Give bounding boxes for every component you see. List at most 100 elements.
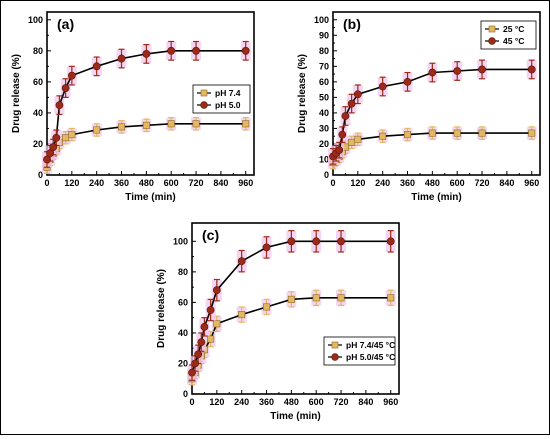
y-axis-label: Drug release (%)	[297, 54, 308, 133]
data-point	[312, 294, 320, 302]
legend-label: pH 7.4/45 °C	[346, 340, 395, 350]
data-point	[262, 243, 271, 252]
data-point	[192, 46, 200, 55]
legend: pH 7.4/45 °C pH 5.0/45 °C	[323, 336, 396, 366]
legend-label: pH 7.4	[215, 88, 241, 98]
data-point	[353, 90, 362, 99]
data-point	[93, 126, 101, 134]
panel-label: (c)	[202, 227, 219, 243]
data-point	[428, 68, 437, 77]
y-tick-label: 20	[319, 139, 329, 149]
y-tick-label: 90	[319, 30, 329, 40]
plot-frame	[332, 11, 541, 176]
y-tick-label: 40	[319, 108, 329, 118]
y-tick-label: 40	[33, 108, 43, 118]
plot-frame	[191, 222, 400, 395]
chart-panel-2: 0 120 240 360 480 600 720 840 960 0 20 40 60 80 100 Tim…	[156, 222, 400, 422]
data-point	[387, 294, 395, 302]
y-tick-label: 100	[28, 15, 43, 25]
data-point	[478, 129, 486, 137]
x-tick-label: 840	[499, 178, 514, 188]
legend-marker	[200, 101, 208, 109]
panel-label: (a)	[57, 16, 74, 32]
data-point	[287, 237, 296, 246]
series-1	[42, 40, 251, 168]
y-tick-label: 0	[183, 389, 188, 399]
data-point	[238, 311, 246, 319]
legend-marker	[488, 37, 496, 45]
data-point	[55, 101, 64, 110]
data-point	[167, 120, 175, 128]
data-point	[206, 306, 215, 314]
series-0	[328, 126, 537, 170]
x-tick-label: 840	[213, 178, 228, 188]
y-tick-label: 10	[319, 154, 329, 164]
y-tick-label: 20	[178, 358, 188, 368]
data-point	[337, 294, 345, 302]
y-tick-label: 70	[319, 61, 329, 71]
x-tick-label: 600	[450, 178, 465, 188]
panel-label: (b)	[343, 16, 361, 32]
x-axis-label: Time (min)	[125, 192, 175, 203]
data-point	[348, 138, 356, 146]
data-point	[263, 303, 271, 311]
chart-panel-1: 0 120 240 360 480 600 720 840 960 0 10 20 30 40 50 60 70…	[297, 11, 541, 203]
data-point	[197, 338, 206, 346]
y-tick-label: 0	[324, 170, 329, 180]
data-point	[347, 99, 356, 108]
data-point	[341, 112, 350, 120]
legend-marker	[488, 25, 496, 33]
data-point	[194, 350, 203, 359]
data-point	[213, 320, 221, 328]
legend: 25 °C 45 °C	[480, 20, 537, 50]
x-tick-label: 960	[383, 397, 398, 407]
data-point	[404, 131, 412, 139]
data-point	[379, 132, 387, 140]
legend-label: pH 5.0	[215, 100, 241, 110]
x-tick-label: 600	[164, 178, 179, 188]
data-point	[403, 77, 412, 86]
x-tick-label: 0	[44, 178, 49, 188]
data-point	[428, 129, 436, 137]
x-tick-label: 360	[114, 178, 129, 188]
x-tick-label: 960	[524, 178, 539, 188]
legend-marker	[200, 89, 208, 97]
legend-marker	[331, 341, 339, 349]
series-0	[42, 116, 251, 175]
x-tick-label: 840	[358, 397, 373, 407]
x-tick-label: 360	[259, 397, 274, 407]
y-tick-label: 80	[178, 267, 188, 277]
data-point	[188, 368, 196, 377]
x-tick-label: 960	[238, 178, 253, 188]
x-tick-label: 480	[139, 178, 154, 188]
data-point	[453, 67, 462, 75]
x-tick-label: 720	[475, 178, 490, 188]
y-tick-label: 60	[178, 297, 188, 307]
x-tick-label: 240	[234, 397, 249, 407]
chart-panel-0: 0 120 240 360 480 600 720 840 960 0 20 40 60 80 100 Tim…	[11, 11, 255, 203]
legend-box	[480, 20, 537, 50]
y-tick-label: 20	[33, 139, 43, 149]
legend-marker	[331, 353, 339, 361]
x-axis-label: Time (min)	[270, 411, 320, 422]
data-point	[354, 135, 362, 143]
data-point	[46, 149, 55, 158]
data-point	[338, 130, 347, 139]
y-tick-label: 100	[314, 15, 329, 25]
x-tick-label: 720	[189, 178, 204, 188]
x-tick-label: 720	[334, 397, 349, 407]
data-point	[49, 143, 58, 151]
data-point	[242, 120, 250, 128]
series-1	[187, 230, 396, 381]
data-point	[237, 257, 246, 266]
y-tick-label: 50	[319, 92, 329, 102]
data-point	[62, 134, 70, 142]
data-point	[61, 84, 70, 92]
x-tick-label: 120	[350, 178, 365, 188]
legend-label: 45 °C	[503, 36, 524, 46]
data-point	[241, 46, 250, 55]
data-point	[212, 286, 221, 295]
x-tick-label: 120	[64, 178, 79, 188]
